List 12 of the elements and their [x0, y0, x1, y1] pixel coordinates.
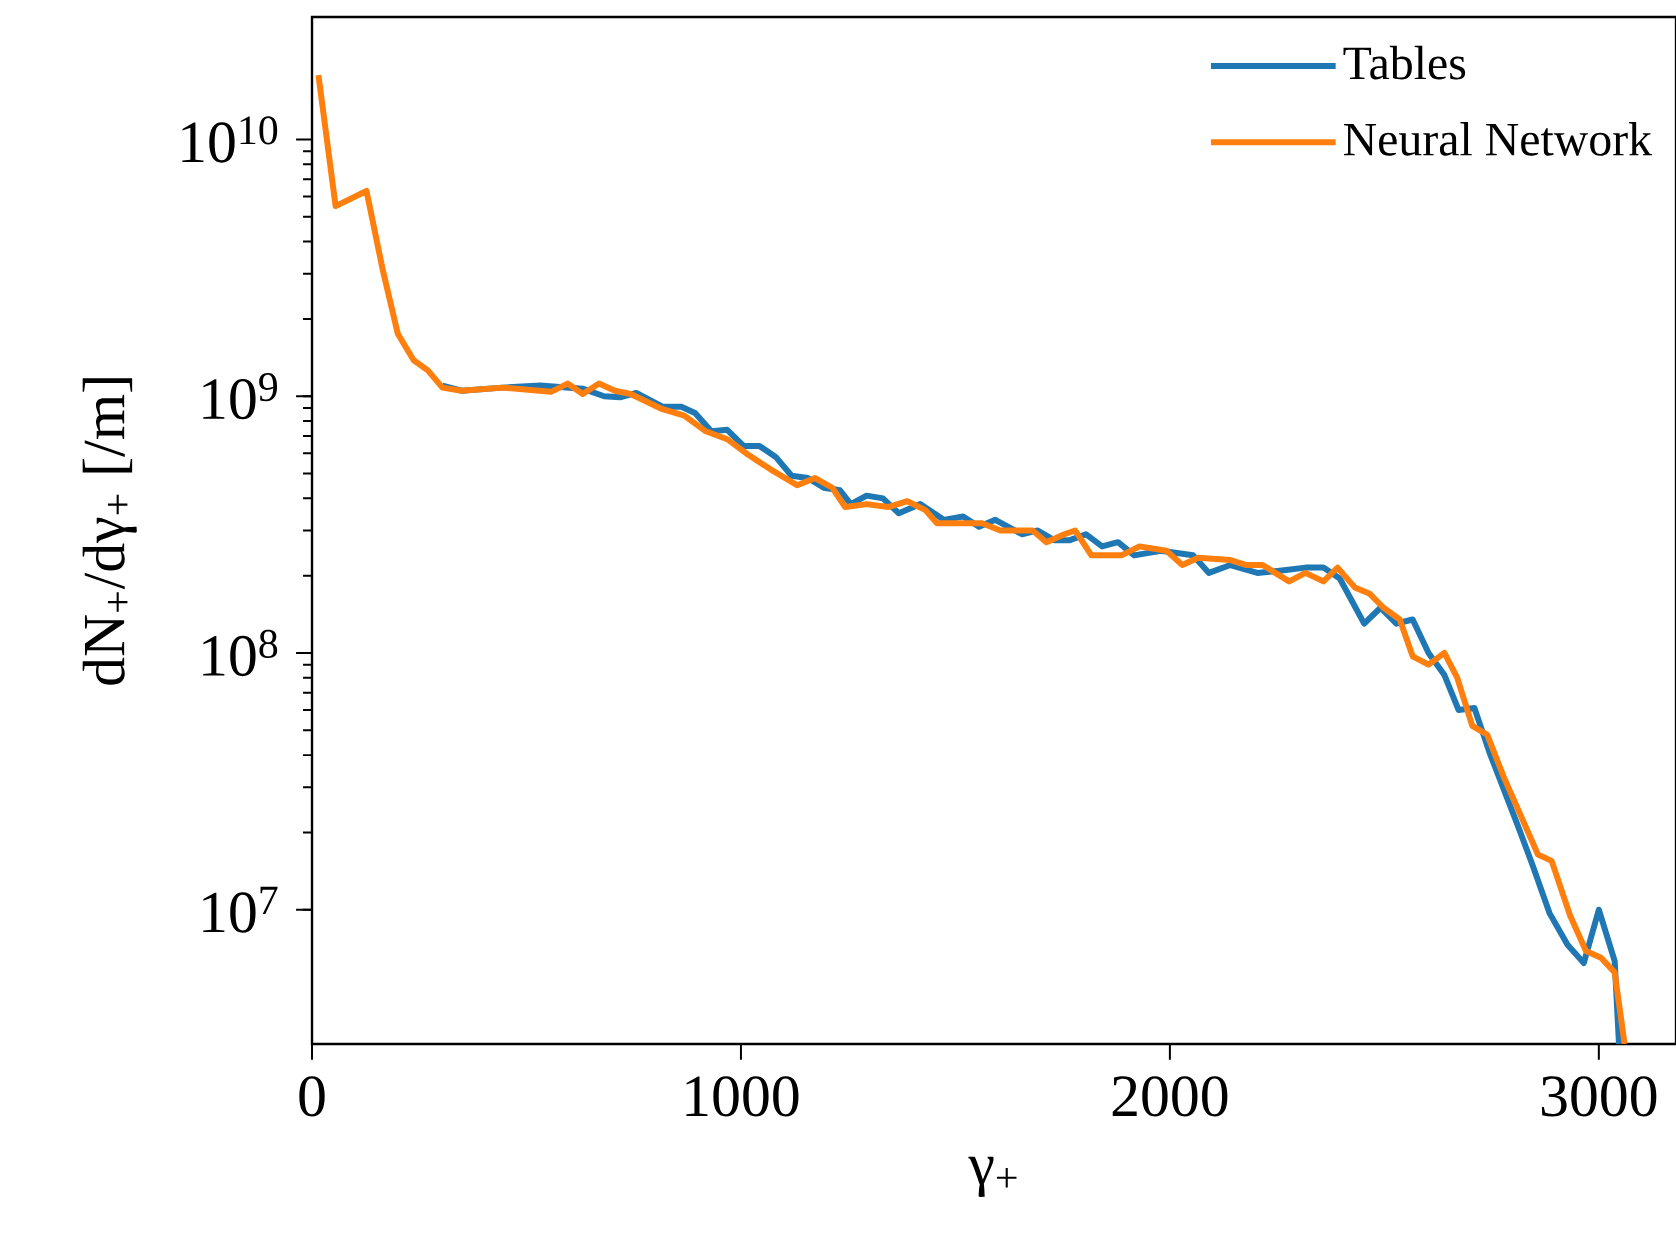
y-tick-label: 10$^{9}$ [203, 373, 278, 420]
legend-label: Neural Network [1344, 122, 1653, 156]
x-tick-label: 3000 [1541, 1076, 1657, 1117]
y-tick-label: 10$^{8}$ [203, 629, 278, 677]
x-tick-label: 1000 [686, 1076, 799, 1117]
x-axis-title: γ$_{+}$ [968, 1156, 1017, 1197]
y-axis-title: dN$_{+}$/dγ$_{+}$ [/m] [82, 378, 137, 685]
y-tick-label: 10$^{10}$ [182, 116, 278, 163]
x-tick-label: 0 [299, 1076, 325, 1117]
y-tick-label: 10$^{7}$ [203, 886, 278, 933]
x-tick-label: 2000 [1112, 1076, 1228, 1117]
legend-label: Tables [1343, 45, 1466, 80]
